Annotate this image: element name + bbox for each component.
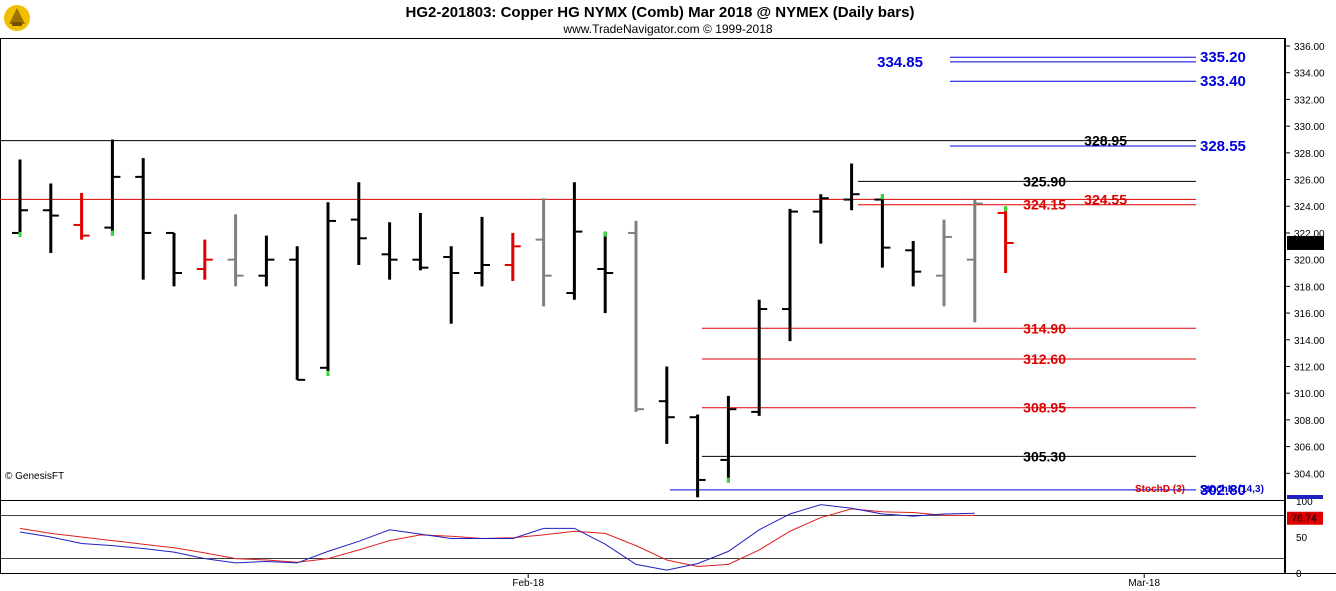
chart-title: HG2-201803: Copper HG NYMX (Comb) Mar 20…: [406, 4, 915, 21]
price-tick-label: 326.00: [1294, 176, 1325, 187]
price-tick-label: 304.00: [1294, 469, 1325, 480]
price-tick-label: 322.00: [1294, 229, 1325, 240]
level-label: 328.55: [1200, 138, 1246, 155]
level-label: 324.15: [1023, 197, 1066, 213]
stoch-value-box: [1287, 511, 1323, 525]
price-panel: [0, 38, 1285, 501]
price-levels: 335.20 334.85 333.40 328.95 328.55 325.90 324.…: [0, 49, 1246, 499]
level-label: 305.30: [1023, 448, 1066, 464]
stoch-tick-label: 0: [1296, 569, 1302, 580]
stoch-k-label: StochK (14,3): [1200, 484, 1264, 495]
price-axis: 336.00 334.00 332.00 330.00 328.00 326.00 324.…: [1285, 42, 1325, 480]
price-tick-label: 336.00: [1294, 42, 1325, 53]
date-axis: Feb-18 Mar-18: [512, 573, 1160, 589]
date-tick-label: Mar-18: [1128, 578, 1160, 589]
price-tick-label: 308.00: [1294, 416, 1325, 427]
stoch-k-line: [19, 504, 975, 571]
chart-logo-icon: [4, 5, 30, 31]
level-label: 314.90: [1023, 320, 1066, 336]
price-tick-label: 324.00: [1294, 202, 1325, 213]
level-label: 302.80: [1200, 482, 1246, 499]
stoch-panel: [0, 500, 1285, 574]
price-tick-label: 334.00: [1294, 69, 1325, 80]
stoch-tick-label: 50: [1296, 533, 1308, 544]
price-tick-label: 312.00: [1294, 362, 1325, 373]
level-label: 312.60: [1023, 351, 1066, 367]
price-tick-label: 314.00: [1294, 336, 1325, 347]
level-label: 334.85: [877, 54, 923, 71]
stoch-d-line: [19, 508, 975, 568]
chart-subtitle: www.TradeNavigator.com © 1999-2018: [562, 22, 772, 36]
stoch-tick-label: 100: [1296, 497, 1313, 508]
stoch-k-value-marker: [1287, 495, 1323, 499]
last-price-box: [1287, 235, 1324, 250]
price-tick-label: 320.00: [1294, 256, 1325, 267]
watermark: © GenesisFT: [5, 471, 64, 482]
level-label: 325.90: [1023, 173, 1066, 189]
level-label: 335.20: [1200, 49, 1246, 66]
price-bars: [12, 139, 1014, 498]
price-tick-label: 330.00: [1294, 122, 1325, 133]
price-tick-label: 328.00: [1294, 149, 1325, 160]
last-price-marker: 321.25: [1287, 235, 1324, 250]
stoch-value-label: 76.74: [1291, 514, 1316, 525]
level-label: 324.55: [1084, 191, 1127, 207]
level-label: 308.95: [1023, 400, 1066, 416]
price-tick-label: 316.00: [1294, 309, 1325, 320]
date-tick-label: Feb-18: [512, 578, 544, 589]
level-label: 333.40: [1200, 73, 1246, 90]
price-tick-label: 332.00: [1294, 95, 1325, 106]
price-tick-label: 306.00: [1294, 443, 1325, 454]
last-price-label: 321.25: [1290, 239, 1321, 250]
stoch-d-label: StochD (3): [1135, 484, 1185, 495]
stochastic-indicator: 100 50 0 76.74: [0, 495, 1323, 580]
price-tick-label: 318.00: [1294, 282, 1325, 293]
price-tick-label: 310.00: [1294, 389, 1325, 400]
level-label: 328.95: [1084, 133, 1127, 149]
